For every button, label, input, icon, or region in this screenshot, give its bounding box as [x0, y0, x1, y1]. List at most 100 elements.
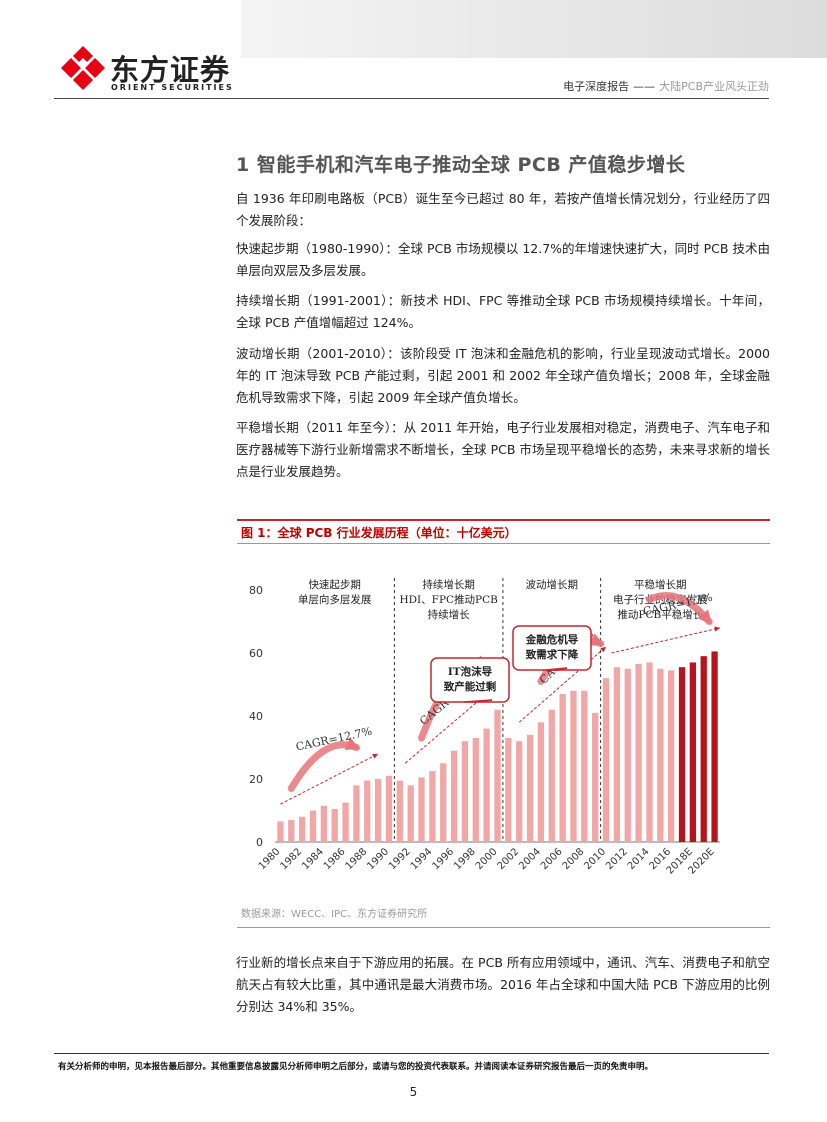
- x-tick-label: 2012: [604, 846, 630, 872]
- pcb-output-chart: 0204060801980198219841986198819901992199…: [249, 578, 721, 877]
- y-tick-label: 60: [249, 647, 263, 660]
- paragraph-phase-2: 持续增长期（1991-2001）：新技术 HDI、FPC 等推动全球 PCB 市…: [236, 293, 770, 330]
- x-tick-label: 1984: [300, 846, 326, 872]
- bar-2009: [592, 712, 599, 842]
- bar-1980: [277, 821, 284, 842]
- bar-2010: [602, 678, 610, 842]
- cagr-arrowhead: [588, 633, 605, 646]
- figure-source: 数据来源：WECC、IPC、东方证券研究所: [241, 909, 428, 920]
- x-tick-label: 1996: [430, 846, 456, 872]
- y-tick-label: 80: [249, 584, 263, 597]
- phase-label: 推动PCB平稳增长: [617, 608, 703, 621]
- phase-label: 单层向多层发展: [298, 593, 372, 606]
- x-tick-label: 1998: [452, 846, 478, 872]
- bar-2011: [613, 667, 621, 842]
- logo-name-cn: 东方证券: [110, 53, 231, 87]
- company-logo: 东方证券 ORIENT SECURITIES: [58, 40, 258, 96]
- footer-disclaimer: 有关分析师的申明，见本报告最后部分。其他重要信息披露见分析师申明之后部分，或请与…: [58, 1062, 654, 1072]
- bar-1987: [353, 785, 360, 842]
- x-tick-label: 2008: [561, 846, 587, 872]
- bar-2020E: [711, 651, 718, 842]
- x-tick-label: 1990: [365, 846, 391, 872]
- figure-title-rule: [237, 543, 770, 544]
- bar-2001: [505, 738, 512, 842]
- y-tick-label: 0: [256, 836, 263, 849]
- x-tick-label: 1982: [278, 846, 304, 872]
- paragraph-phase-4: 平稳增长期（2011 年至今）：从 2011 年开始，电子行业发展相对稳定，消费…: [236, 420, 770, 479]
- cagr-arrowhead: [697, 609, 712, 625]
- page-number: 5: [409, 1085, 418, 1099]
- callout-pointer: [463, 699, 493, 703]
- bar-1998: [472, 738, 479, 842]
- phase-label: 快速起步期: [308, 579, 361, 591]
- bar-2015: [657, 668, 664, 842]
- bar-2012: [624, 668, 631, 842]
- bar-1994: [429, 771, 436, 842]
- header-separator: ——: [633, 80, 656, 93]
- bar-2016: [668, 670, 675, 842]
- bar-1984: [320, 805, 327, 842]
- callout-box: [512, 625, 592, 671]
- bar-2017: [678, 667, 686, 842]
- paragraph-intro: 自 1936 年印刷电路板（PCB）诞生至今已超过 80 年，若按产值增长情况划…: [236, 191, 770, 228]
- logo-mark-icon: [61, 46, 105, 90]
- x-tick-label: 1988: [344, 846, 370, 872]
- bar-1982: [298, 816, 306, 842]
- callout-text: 致产能过剩: [444, 680, 497, 693]
- report-topic: 大陆PCB产业风头正劲: [659, 80, 769, 93]
- bar-1992: [407, 785, 414, 842]
- callout-text: 致需求下降: [526, 648, 579, 661]
- x-tick-label: 2014: [626, 846, 652, 872]
- bar-1988: [364, 780, 371, 842]
- bar-1996: [450, 750, 458, 842]
- x-tick-label: 2000: [474, 846, 500, 872]
- bar-2005: [548, 709, 555, 842]
- bar-1990: [385, 775, 393, 842]
- bar-2019E: [700, 656, 707, 842]
- footer-divider: [54, 1053, 769, 1054]
- bar-1985: [331, 808, 338, 842]
- trend-line: [611, 627, 721, 654]
- callout-box: [430, 657, 510, 703]
- section-title: 1 智能手机和汽车电子推动全球 PCB 产值稳步增长: [236, 154, 686, 176]
- x-tick-label: 1980: [257, 846, 283, 872]
- bar-1995: [440, 763, 447, 842]
- bar-2013: [635, 664, 642, 842]
- bar-1986: [342, 802, 349, 842]
- bar-2000: [494, 709, 501, 842]
- phase-label: 持续增长期: [422, 578, 475, 591]
- x-tick-label: 2006: [539, 846, 565, 872]
- trend-arrowhead: [372, 753, 379, 759]
- figure-bottom-rule: [237, 927, 770, 928]
- bar-2002: [516, 741, 523, 842]
- x-tick-label: 2002: [496, 846, 522, 872]
- header-gray-band: [241, 0, 827, 58]
- bar-2003: [526, 734, 534, 842]
- trend-line: [280, 753, 379, 805]
- bar-2018E: [689, 662, 697, 842]
- bar-1993: [418, 777, 425, 842]
- figure-top-rule: [237, 519, 770, 521]
- bar-1983: [309, 810, 317, 842]
- header-divider: [54, 98, 769, 99]
- bar-1991: [396, 780, 403, 842]
- x-tick-label: 2010: [582, 846, 608, 872]
- report-header: 电子深度报告 —— 大陆PCB产业风头正劲: [563, 78, 769, 94]
- callout-text: IT泡沫导: [448, 665, 493, 678]
- bar-2014: [646, 662, 653, 842]
- y-tick-label: 40: [249, 710, 263, 723]
- cagr-arrowhead: [344, 737, 361, 750]
- phase-label: HDI、FPC推动PCB: [399, 593, 498, 606]
- bar-2006: [559, 693, 566, 842]
- logo-name-en: ORIENT SECURITIES: [111, 83, 234, 92]
- bar-1997: [461, 741, 469, 842]
- phase-label: 波动增长期: [526, 578, 579, 591]
- x-tick-label: 1992: [387, 846, 413, 872]
- bar-1989: [374, 779, 382, 842]
- bar-1981: [288, 819, 295, 842]
- paragraph-downstream: 行业新的增长点来自于下游应用的拓展。在 PCB 所有应用领域中，通讯、汽车、消费…: [236, 955, 770, 1014]
- paragraph-phase-3: 波动增长期（2001-2010）：该阶段受 IT 泡沫和金融危机的影响，行业呈现…: [236, 346, 770, 405]
- report-type: 电子深度报告: [563, 80, 630, 93]
- callout-text: 金融危机导: [525, 633, 579, 646]
- bar-1999: [483, 728, 490, 842]
